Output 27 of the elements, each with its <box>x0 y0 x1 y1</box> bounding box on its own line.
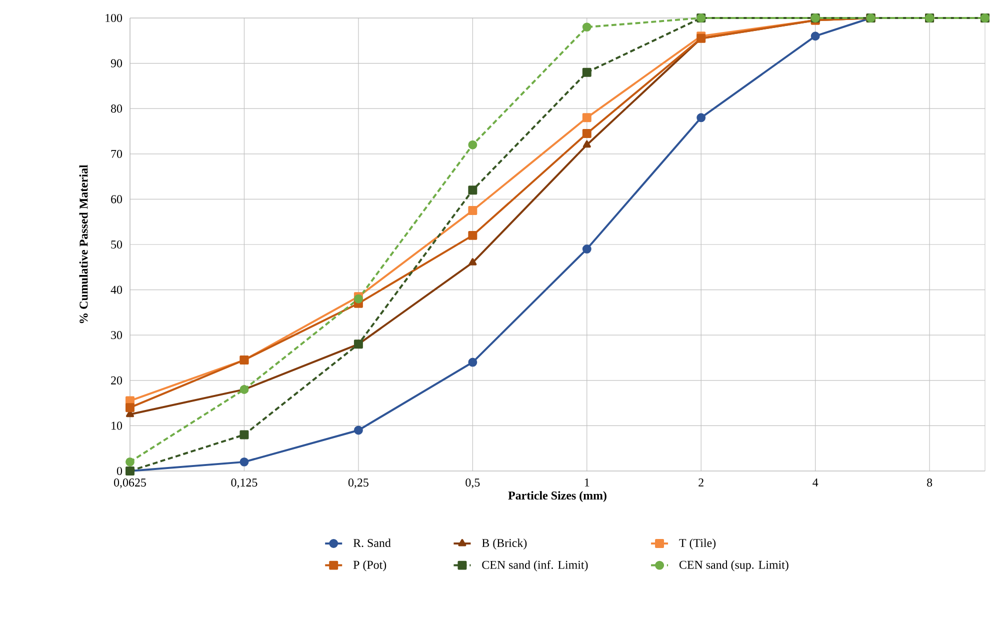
y-tick-label: 60 <box>111 195 122 204</box>
y-tick-label: 50 <box>111 240 122 249</box>
x-tick-label: 2 <box>698 478 704 486</box>
y-axis-title: % Cumulative Passed Material <box>79 164 88 324</box>
y-tick-label: 100 <box>106 14 122 22</box>
legend-label: CEN sand (sup. Limit) <box>679 560 788 572</box>
y-tick-label: 40 <box>110 286 122 294</box>
x-axis-title: Particle Sizes (mm) <box>508 491 606 502</box>
y-tick-label: 90 <box>110 59 122 68</box>
x-tick-label: 0,0625 <box>114 478 146 488</box>
x-tick-label: 1 <box>584 478 590 486</box>
x-tick-label: 8 <box>927 478 932 487</box>
x-tick-label: 0,5 <box>466 478 480 488</box>
y-tick-label: 30 <box>111 331 122 340</box>
y-tick-label: 20 <box>111 376 122 384</box>
legend-label: P (Pot) <box>353 560 386 572</box>
y-tick-label: 80 <box>110 104 122 113</box>
y-tick-label: 70 <box>111 150 122 158</box>
x-tick-label: 0,125 <box>231 478 258 488</box>
x-tick-label: 4 <box>812 478 818 486</box>
legend-label: T (Tile) <box>679 538 716 550</box>
legend-label: CEN sand (inf. Limit) <box>482 560 588 572</box>
legend-label: B (Brick) <box>482 538 527 550</box>
y-tick-label: 0 <box>116 466 122 476</box>
legend-label: R. Sand <box>353 538 391 548</box>
x-tick-label: 0,25 <box>348 478 368 488</box>
y-tick-label: 10 <box>112 422 122 430</box>
